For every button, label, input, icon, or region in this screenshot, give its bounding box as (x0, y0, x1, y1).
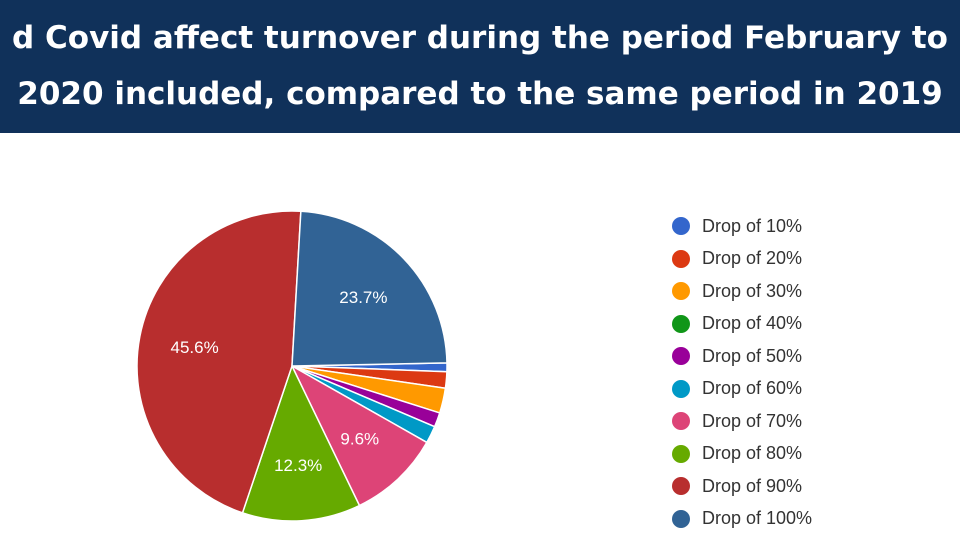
legend-swatch (672, 314, 690, 333)
legend-label: Drop of 50% (702, 345, 803, 366)
legend-swatch (672, 477, 690, 496)
legend-item-drop-of-30: Drop of 30% (672, 275, 812, 308)
legend-swatch (672, 282, 690, 301)
legend-label: Drop of 40% (702, 313, 803, 334)
legend-label: Drop of 90% (702, 475, 803, 496)
data-label-drop-of-90: 45.6% (170, 338, 218, 357)
legend-swatch (672, 509, 690, 528)
legend-item-drop-of-80: Drop of 80% (672, 438, 812, 471)
legend-label: Drop of 30% (702, 280, 803, 301)
legend-swatch (672, 217, 690, 236)
legend-item-drop-of-50: Drop of 50% (672, 340, 812, 373)
legend-item-drop-of-40: Drop of 40% (672, 308, 812, 341)
legend-item-drop-of-20: Drop of 20% (672, 243, 812, 276)
legend-label: Drop of 100% (702, 508, 813, 529)
data-label-drop-of-80: 12.3% (274, 456, 322, 475)
chart-legend: Drop of 10% Drop of 20% Drop of 30% Drop of… (672, 210, 812, 535)
legend-item-drop-of-90: Drop of 90% (672, 470, 812, 503)
legend-label: Drop of 70% (702, 410, 803, 431)
pie-slice-drop-of-70 (290, 364, 428, 507)
pie-slice-drop-of-100 (291, 210, 448, 367)
legend-swatch (672, 444, 690, 463)
pie-slice-drop-of-80 (241, 364, 361, 522)
legend-label: Drop of 60% (702, 378, 803, 399)
legend-item-drop-of-60: Drop of 60% (672, 373, 812, 406)
legend-swatch (672, 347, 690, 366)
pie-slice-drop-of-90 (136, 210, 302, 514)
data-label-drop-of-70: 9.6% (340, 429, 379, 448)
legend-label: Drop of 80% (702, 443, 803, 464)
legend-item-drop-of-10: Drop of 10% (672, 210, 812, 243)
data-label-drop-of-100: 23.7% (339, 288, 387, 307)
chart-title-line-1: d Covid affect turnover during the perio… (12, 20, 948, 56)
legend-swatch (672, 379, 690, 398)
legend-label: Drop of 10% (702, 215, 803, 236)
legend-swatch (672, 249, 690, 268)
legend-label: Drop of 20% (702, 248, 803, 269)
legend-item-drop-of-100: Drop of 100% (672, 503, 812, 536)
pie-chart: 9.6% 12.3% 45.6% 23.7% (136, 210, 448, 522)
chart-title-line-2: 2020 included, compared to the same peri… (17, 76, 943, 112)
legend-swatch (672, 412, 690, 431)
title-banner: d Covid affect turnover during the perio… (0, 0, 960, 133)
legend-item-drop-of-70: Drop of 70% (672, 405, 812, 438)
